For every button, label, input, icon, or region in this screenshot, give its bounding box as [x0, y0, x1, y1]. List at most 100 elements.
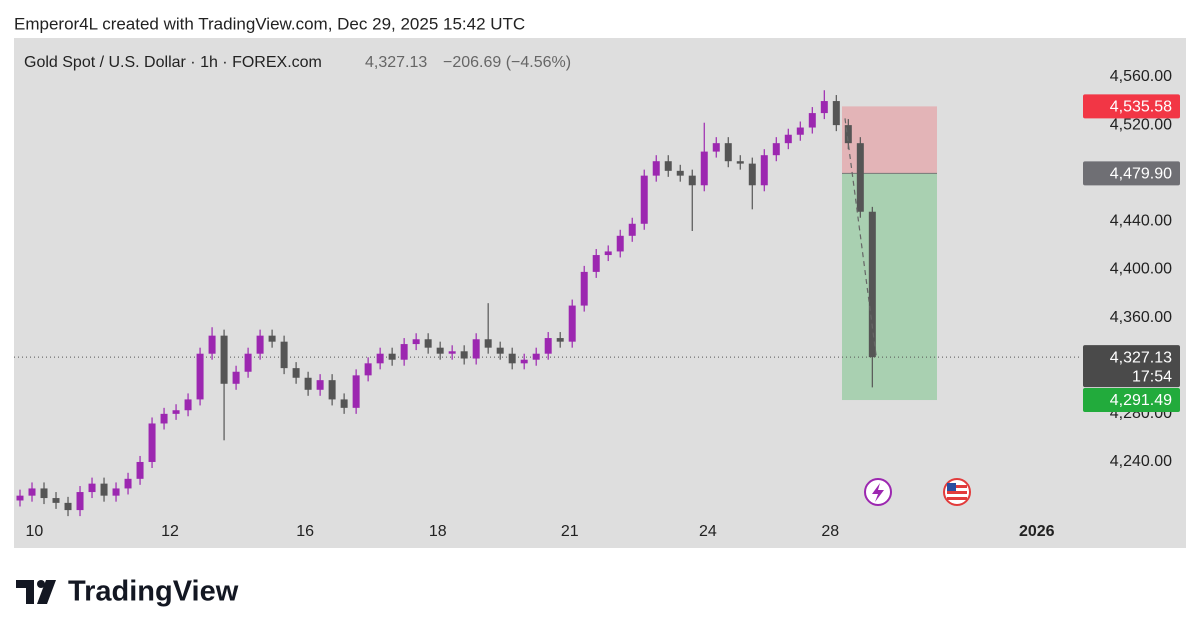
- candle-body: [364, 363, 372, 376]
- entry-badge: [1083, 161, 1180, 186]
- candle-body: [832, 101, 840, 126]
- candle-body: [436, 347, 444, 354]
- candle-body: [724, 143, 732, 162]
- candle-body: [652, 161, 660, 176]
- candle-body: [256, 335, 264, 354]
- candle-body: [340, 399, 348, 408]
- candle-body: [412, 339, 420, 345]
- candle-body: [376, 353, 384, 364]
- candle-body: [772, 143, 780, 156]
- candle-body: [868, 211, 876, 358]
- candle-body: [688, 175, 696, 186]
- candle-body: [736, 161, 744, 164]
- candle-body: [100, 483, 108, 496]
- stop-label: 4,535.58: [1110, 99, 1172, 116]
- candle-body: [268, 335, 276, 342]
- candle-body: [676, 170, 684, 176]
- candle-body: [40, 488, 48, 499]
- y-tick-label: 4,440.00: [1110, 213, 1172, 230]
- candle-body: [712, 143, 720, 152]
- target-zone: [842, 173, 937, 401]
- candle-body: [808, 113, 816, 128]
- candle-body: [196, 353, 204, 400]
- event-icons: [864, 478, 971, 506]
- candle-body: [400, 344, 408, 360]
- candle-body: [640, 175, 648, 224]
- trade-path: [844, 118, 877, 358]
- x-tick-label: 12: [161, 523, 179, 540]
- y-tick-label: 4,520.00: [1110, 116, 1172, 133]
- y-tick-label: 4,240.00: [1110, 453, 1172, 470]
- candle-body: [760, 155, 768, 186]
- candle-body: [556, 338, 564, 342]
- candle-body: [748, 163, 756, 186]
- candle-body: [16, 495, 24, 501]
- change-text: −206.69 (−4.56%): [443, 54, 571, 71]
- chart-title: Gold Spot / U.S. Dollar · 1h · FOREX.com: [24, 54, 322, 71]
- candle-body: [136, 461, 144, 479]
- last-price-label: 4,327.13: [1110, 349, 1172, 366]
- candle-body: [424, 339, 432, 348]
- y-tick-label: 4,560.00: [1110, 68, 1172, 85]
- candle-body: [304, 377, 312, 390]
- candle-body: [328, 380, 336, 400]
- x-tick-label: 18: [429, 523, 447, 540]
- candle-body: [856, 143, 864, 212]
- candle-body: [568, 305, 576, 342]
- x-tick-label: 2026: [1019, 523, 1055, 540]
- candle-body: [448, 351, 456, 354]
- y-tick-label: 4,360.00: [1110, 309, 1172, 326]
- candle-body: [628, 223, 636, 236]
- entry-label: 4,479.90: [1110, 166, 1172, 183]
- x-tick-label: 24: [699, 523, 717, 540]
- candle-body: [532, 353, 540, 360]
- x-tick-label: 10: [26, 523, 44, 540]
- candle-body: [112, 488, 120, 496]
- candle-body: [316, 380, 324, 390]
- candle-body: [160, 413, 168, 424]
- candle-body: [820, 101, 828, 114]
- y-tick-label: 4,400.00: [1110, 261, 1172, 278]
- candle-body: [784, 134, 792, 144]
- header: Emperor4L created with TradingView.com, …: [14, 14, 525, 33]
- candle-body: [580, 271, 588, 306]
- candle-body: [592, 255, 600, 272]
- candle-body: [604, 251, 612, 256]
- candle-body: [616, 235, 624, 252]
- candle-body: [220, 335, 228, 384]
- chart-panel: [14, 38, 1186, 548]
- candle-body: [52, 498, 60, 503]
- target-label: 4,291.49: [1110, 392, 1172, 409]
- candle-body: [172, 410, 180, 414]
- brand: TradingView: [68, 576, 239, 608]
- last-text: 4,327.13: [365, 54, 427, 71]
- target-badge: [1083, 388, 1180, 413]
- candle-body: [232, 371, 240, 384]
- candle-body: [148, 423, 156, 462]
- x-tick-label: 21: [561, 523, 579, 540]
- candle-body: [796, 127, 804, 135]
- stop-zone: [842, 106, 937, 174]
- countdown: 17:54: [1132, 368, 1172, 385]
- candle-body: [664, 161, 672, 171]
- last-price-badge: [1083, 345, 1180, 388]
- candle-body: [280, 341, 288, 369]
- candle-body: [124, 478, 132, 489]
- x-tick-label: 16: [296, 523, 314, 540]
- candle-body: [388, 353, 396, 360]
- candle-body: [208, 335, 216, 354]
- candle-body: [484, 339, 492, 348]
- candle-body: [496, 347, 504, 354]
- candle-body: [508, 353, 516, 364]
- plot: [14, 76, 1086, 519]
- candle-body: [292, 368, 300, 378]
- brand-logo: [16, 580, 56, 604]
- candle-body: [64, 502, 72, 511]
- candle-body: [520, 359, 528, 364]
- candle-body: [244, 353, 252, 372]
- candle-body: [28, 488, 36, 496]
- candle-body: [544, 338, 552, 354]
- candle-body: [184, 399, 192, 411]
- candle-body: [352, 375, 360, 408]
